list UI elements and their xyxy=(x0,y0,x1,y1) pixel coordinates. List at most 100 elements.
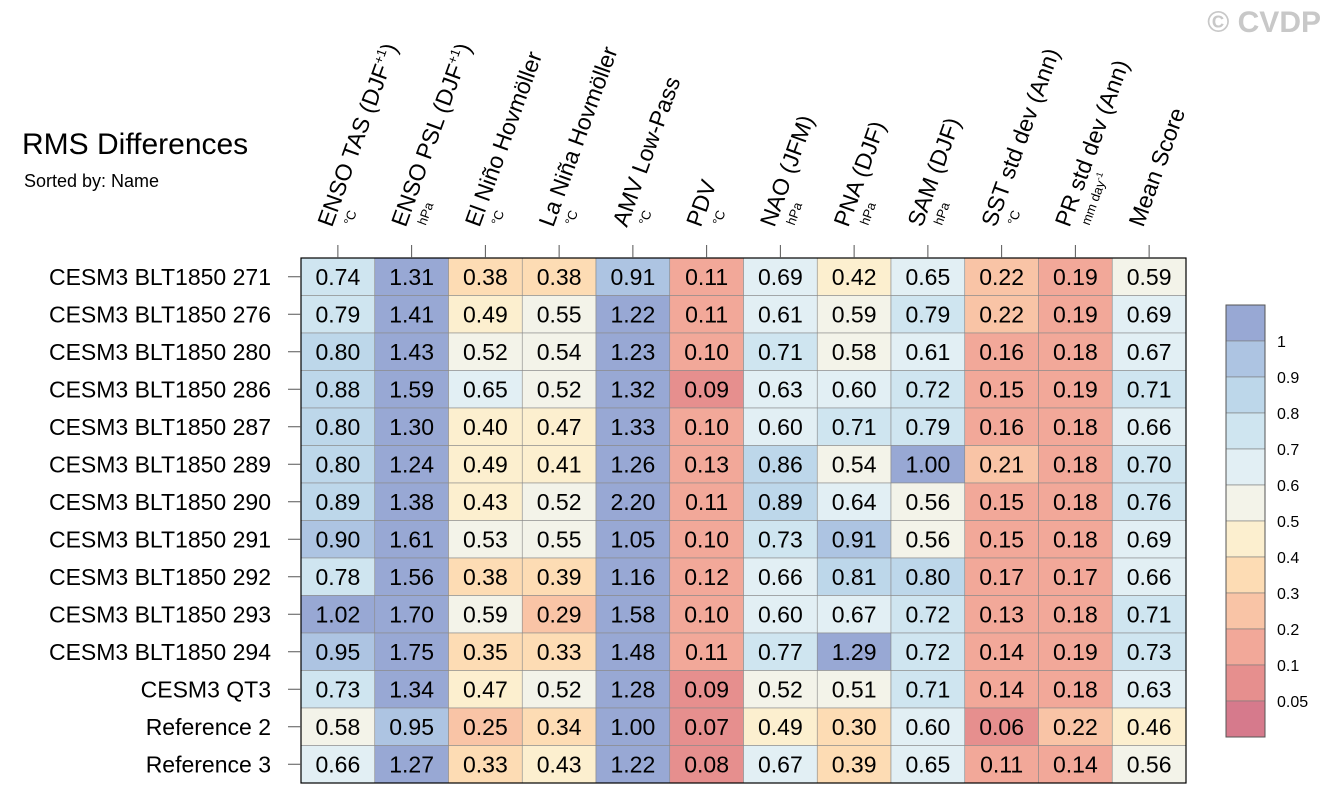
cell-value-label: 1.02 xyxy=(315,601,360,627)
heatmap-cell xyxy=(669,632,744,671)
cell-value-label: 0.71 xyxy=(1127,601,1172,627)
cell-value-label: 0.78 xyxy=(315,564,360,590)
cell-value-label: 0.11 xyxy=(980,751,1023,777)
heatmap-cell xyxy=(521,445,597,484)
cell-value-label: 0.18 xyxy=(1053,489,1098,515)
cell-value-label: 0.14 xyxy=(979,676,1024,702)
cell-value-label: 0.74 xyxy=(315,264,360,290)
heatmap-cell xyxy=(1038,557,1113,596)
heatmap-cell xyxy=(595,520,671,559)
cell-value-label: 0.72 xyxy=(905,601,950,627)
heatmap-cell xyxy=(669,745,744,784)
heatmap-cell xyxy=(595,370,671,409)
cell-value-label: 0.65 xyxy=(463,376,508,402)
heatmap-frame xyxy=(300,257,1187,784)
heatmap-cell xyxy=(816,482,892,521)
heatmap-cell xyxy=(1038,407,1113,446)
heatmap-cell xyxy=(743,445,818,484)
cell-value-label: 0.73 xyxy=(1127,639,1172,665)
cell-value-label: 0.73 xyxy=(315,676,360,702)
cell-value-label: 0.14 xyxy=(979,639,1024,665)
cell-value-label: 0.47 xyxy=(463,676,508,702)
cell-value-label: 0.46 xyxy=(1127,714,1172,740)
heatmap-cell xyxy=(300,670,376,709)
cell-value-label: 0.19 xyxy=(1053,301,1098,327)
cell-value-label: 0.61 xyxy=(758,301,803,327)
cell-value-label: 0.49 xyxy=(758,714,803,740)
heatmap-cell xyxy=(374,370,449,409)
heatmap-cell xyxy=(374,257,449,296)
cell-value-label: 0.58 xyxy=(315,714,360,740)
cell-value-label: 0.33 xyxy=(537,639,582,665)
heatmap-cell xyxy=(448,332,523,371)
cell-value-label: 0.72 xyxy=(905,376,950,402)
heatmap-cell xyxy=(964,632,1039,671)
heatmap-cell xyxy=(300,745,376,784)
cell-value-label: 0.35 xyxy=(463,639,508,665)
heatmap-cell xyxy=(1111,332,1187,371)
heatmap-cell xyxy=(1111,745,1187,784)
cell-value-label: 0.09 xyxy=(684,376,729,402)
heatmap-cell xyxy=(743,520,818,559)
cell-value-label: 0.10 xyxy=(684,601,729,627)
heatmap-cell xyxy=(743,632,818,671)
cell-value-label: 0.49 xyxy=(463,451,508,477)
cell-value-label: 1.22 xyxy=(610,301,655,327)
heatmap-cell xyxy=(1111,257,1187,296)
colorbar-segment xyxy=(1225,412,1266,450)
column-label: AMV Low-Pass xyxy=(607,73,685,230)
heatmap-cell xyxy=(1038,482,1113,521)
cell-value-label: 0.43 xyxy=(463,489,508,515)
cell-value-label: 1.34 xyxy=(389,676,434,702)
cell-value-label: 0.18 xyxy=(1053,601,1098,627)
cell-value-label: 0.22 xyxy=(979,301,1024,327)
cell-value-label: 0.60 xyxy=(832,376,877,402)
cell-value-label: 2.20 xyxy=(610,489,655,515)
cell-value-label: 0.12 xyxy=(684,564,729,590)
heatmap-cell xyxy=(964,707,1039,746)
heatmap-cell xyxy=(743,332,818,371)
cell-value-label: 0.55 xyxy=(537,526,582,552)
cell-value-label: 0.08 xyxy=(684,751,729,777)
heatmap-cell xyxy=(669,295,744,334)
colorbar-tick-label: 0.9 xyxy=(1277,370,1299,387)
colorbar-tick-label: 0.1 xyxy=(1277,658,1299,675)
cell-value-label: 0.67 xyxy=(758,751,803,777)
heatmap-cell xyxy=(890,670,966,709)
column-unit-label: °C xyxy=(1004,208,1023,227)
column-label-superscript: +1 xyxy=(444,47,463,66)
heatmap-cell xyxy=(669,670,744,709)
heatmap-cell xyxy=(448,745,523,784)
column-unit-text: °C xyxy=(709,208,728,227)
colorbar-segment xyxy=(1225,376,1266,414)
colorbar-tick-label: 0.7 xyxy=(1277,442,1299,459)
column-unit-label: °C xyxy=(562,208,581,227)
cell-value-label: 0.22 xyxy=(979,264,1024,290)
cell-value-label: 0.21 xyxy=(979,451,1024,477)
heatmap-cell xyxy=(521,595,597,634)
heatmap-cell xyxy=(743,295,818,334)
heatmap-cell xyxy=(669,332,744,371)
cell-value-label: 0.56 xyxy=(905,526,950,552)
heatmap-cell xyxy=(300,445,376,484)
heatmap-cell xyxy=(743,707,818,746)
row-label: CESM3 BLT1850 290 xyxy=(49,489,271,515)
heatmap-cell xyxy=(816,557,892,596)
heatmap-cell xyxy=(816,445,892,484)
cell-value-label: 0.91 xyxy=(610,264,655,290)
row-label: CESM3 BLT1850 294 xyxy=(49,639,271,665)
cell-value-label: 0.65 xyxy=(905,751,950,777)
heatmap-cell xyxy=(595,445,671,484)
cell-value-label: 0.16 xyxy=(979,414,1024,440)
chart-title: RMS Differences xyxy=(22,128,249,161)
cell-value-label: 0.18 xyxy=(1053,676,1098,702)
cell-value-label: 1.24 xyxy=(389,451,434,477)
cell-value-label: 1.75 xyxy=(389,639,434,665)
heatmap-cell xyxy=(964,595,1039,634)
cell-value-label: 0.43 xyxy=(537,751,582,777)
heatmap-cell xyxy=(964,445,1039,484)
colorbar-tick-label: 0.6 xyxy=(1277,478,1299,495)
heatmap-cell xyxy=(1111,295,1187,334)
heatmap-cell xyxy=(374,482,449,521)
cell-value-label: 0.63 xyxy=(1127,676,1172,702)
